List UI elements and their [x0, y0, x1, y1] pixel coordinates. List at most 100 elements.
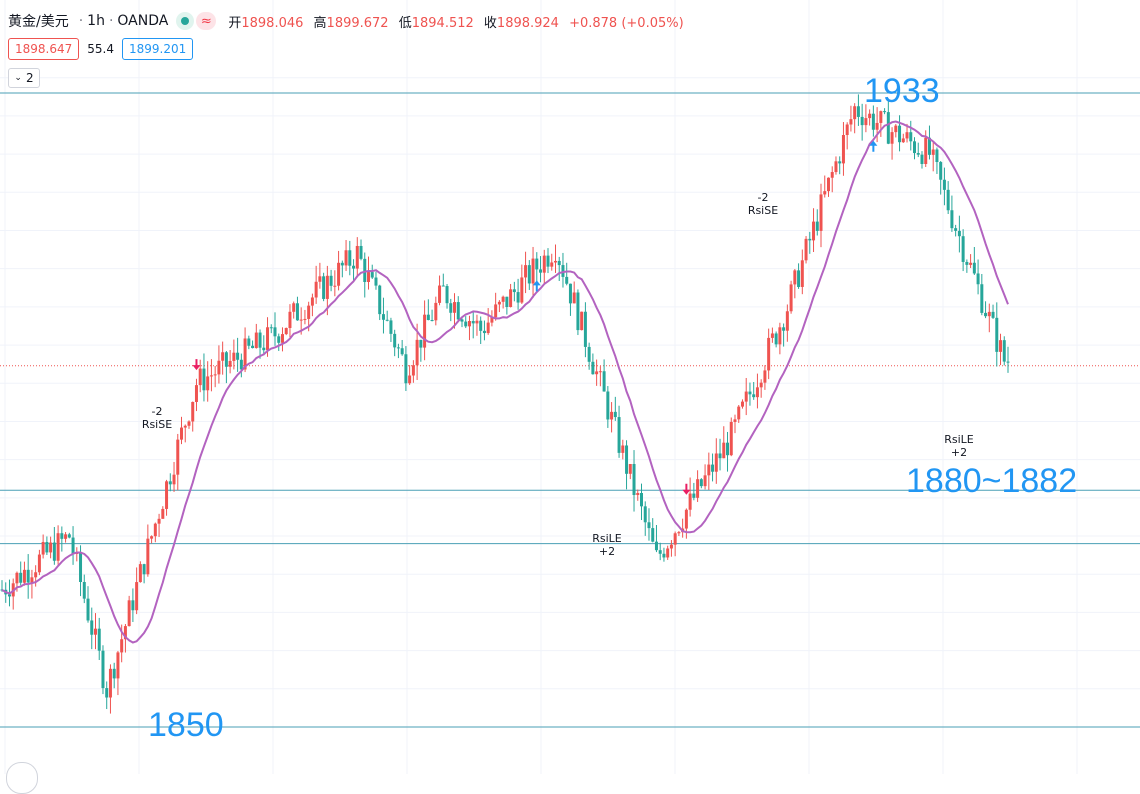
candle-up: [598, 371, 602, 373]
candle-up: [292, 303, 296, 312]
candle-up: [318, 276, 322, 282]
chart-canvas[interactable]: [0, 0, 1140, 774]
candle-up: [15, 572, 19, 584]
candle-up: [714, 453, 718, 472]
buy-button[interactable]: 1899.201: [121, 38, 194, 60]
separator-dot: ·: [108, 13, 114, 29]
candle-down: [654, 541, 658, 551]
spread-value: 55.4: [87, 42, 114, 56]
candle-down: [404, 354, 408, 384]
short-signal-arrow[interactable]: [192, 359, 201, 371]
candle-down: [352, 265, 356, 269]
candle-down: [112, 668, 116, 679]
candle-down: [838, 161, 842, 164]
interval-label[interactable]: 1h: [87, 13, 105, 29]
long-signal-arrow[interactable]: [869, 140, 878, 152]
candle-up: [740, 401, 744, 407]
candle-up: [931, 149, 935, 155]
change-value: +0.878 (+0.05%): [569, 15, 684, 31]
candle-up: [299, 319, 303, 321]
candle-down: [419, 339, 423, 348]
candle-down: [591, 361, 595, 375]
candle-up: [688, 493, 692, 510]
moving-average-line: [1, 120, 1009, 644]
indicator-count: 2: [25, 71, 34, 85]
candle-up: [729, 421, 733, 456]
candle-down: [995, 317, 999, 352]
signal-name: RsiSE: [747, 204, 779, 217]
candle-up: [755, 387, 759, 398]
signal-qty: -2: [757, 191, 769, 204]
high-value: 1899.672: [326, 15, 389, 31]
candle-down: [262, 347, 266, 351]
candle-down: [236, 352, 240, 360]
candle-down: [643, 506, 647, 523]
candle-up: [56, 533, 60, 561]
short-signal-arrow[interactable]: [682, 483, 691, 495]
candle-up: [901, 138, 905, 143]
signal-qty: +2: [598, 545, 616, 558]
annotation-1933: 1933: [864, 72, 940, 110]
low-label: 低: [398, 15, 412, 31]
candle-up: [408, 375, 412, 384]
scroll-to-start-button[interactable]: [6, 762, 38, 794]
signal-name: RsiLE: [592, 532, 622, 545]
candle-up: [254, 332, 258, 349]
candle-down: [363, 258, 367, 282]
candle-up: [707, 464, 711, 476]
candle-down: [606, 391, 610, 420]
candle-up: [875, 122, 879, 130]
candle-down: [602, 371, 606, 392]
sell-button[interactable]: 1898.647: [8, 38, 80, 60]
candle-up: [146, 538, 150, 575]
candle-down: [718, 453, 722, 459]
candle-down: [658, 550, 662, 554]
candle-down: [52, 542, 56, 561]
candle-down: [224, 352, 228, 367]
candle-down: [90, 620, 94, 635]
candle-up: [284, 327, 288, 335]
candle-up: [759, 382, 763, 388]
signal-label-short-2: -2 RsiSE: [746, 191, 780, 217]
candle-down: [322, 276, 326, 299]
candle-up: [310, 297, 314, 306]
long-signal-arrow[interactable]: [532, 280, 541, 292]
candle-down: [535, 258, 539, 270]
candle-up: [191, 401, 195, 422]
broker-label: OANDA: [117, 13, 169, 29]
signal-name: RsiLE: [944, 433, 974, 446]
candle-up: [841, 135, 845, 164]
candle-up: [868, 113, 872, 119]
indicators-toggle-button[interactable]: ⌄ 2: [8, 68, 40, 88]
candle-up: [785, 311, 789, 331]
market-open-icon[interactable]: [176, 12, 195, 30]
candle-up: [217, 360, 221, 375]
low-value: 1894.512: [411, 15, 474, 31]
signal-qty: +2: [950, 446, 968, 459]
candle-up: [793, 270, 797, 285]
candle-down: [464, 321, 468, 327]
candle-up: [509, 289, 513, 307]
candle-up: [34, 572, 38, 578]
candle-up: [894, 125, 898, 133]
candle-up: [64, 534, 68, 539]
candle-down: [277, 336, 281, 343]
candle-up: [823, 191, 827, 195]
candle-up: [280, 334, 284, 343]
candle-down: [389, 320, 393, 334]
candle-down: [939, 162, 943, 180]
candle-up: [819, 194, 823, 231]
symbol-name[interactable]: 黄金/美元: [8, 14, 69, 30]
candle-down: [909, 132, 913, 142]
candle-up: [344, 250, 348, 266]
candle-down: [527, 265, 531, 284]
candle-down: [26, 569, 30, 583]
candle-down: [692, 493, 696, 498]
delayed-data-icon[interactable]: ≈: [196, 12, 217, 30]
candle-down: [67, 534, 71, 538]
candle-down: [972, 262, 976, 274]
candle-down: [449, 303, 453, 313]
candle-up: [853, 106, 857, 120]
candle-up: [127, 600, 131, 627]
candle-up: [307, 305, 311, 319]
